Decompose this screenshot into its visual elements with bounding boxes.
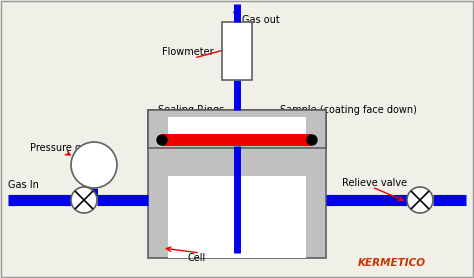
Text: Gas out: Gas out [242, 15, 280, 25]
Circle shape [71, 142, 117, 188]
Bar [162, 134, 312, 146]
Circle shape [157, 135, 167, 145]
Circle shape [71, 187, 97, 213]
Text: Pressure gage: Pressure gage [30, 143, 99, 153]
Circle shape [407, 187, 433, 213]
Bar [148, 110, 326, 258]
Text: Sample (coating face down): Sample (coating face down) [280, 105, 417, 115]
Text: Flowmeter: Flowmeter [162, 47, 214, 57]
Bar [222, 22, 252, 80]
Text: KERMETICO: KERMETICO [358, 258, 426, 268]
Text: Cell: Cell [188, 253, 206, 263]
Bar [168, 176, 306, 258]
Bar [148, 110, 326, 148]
Circle shape [307, 135, 317, 145]
Text: Sealing Rings: Sealing Rings [158, 105, 224, 115]
Bar [168, 117, 306, 145]
Text: Relieve valve: Relieve valve [342, 178, 407, 188]
Text: Gas In: Gas In [8, 180, 39, 190]
